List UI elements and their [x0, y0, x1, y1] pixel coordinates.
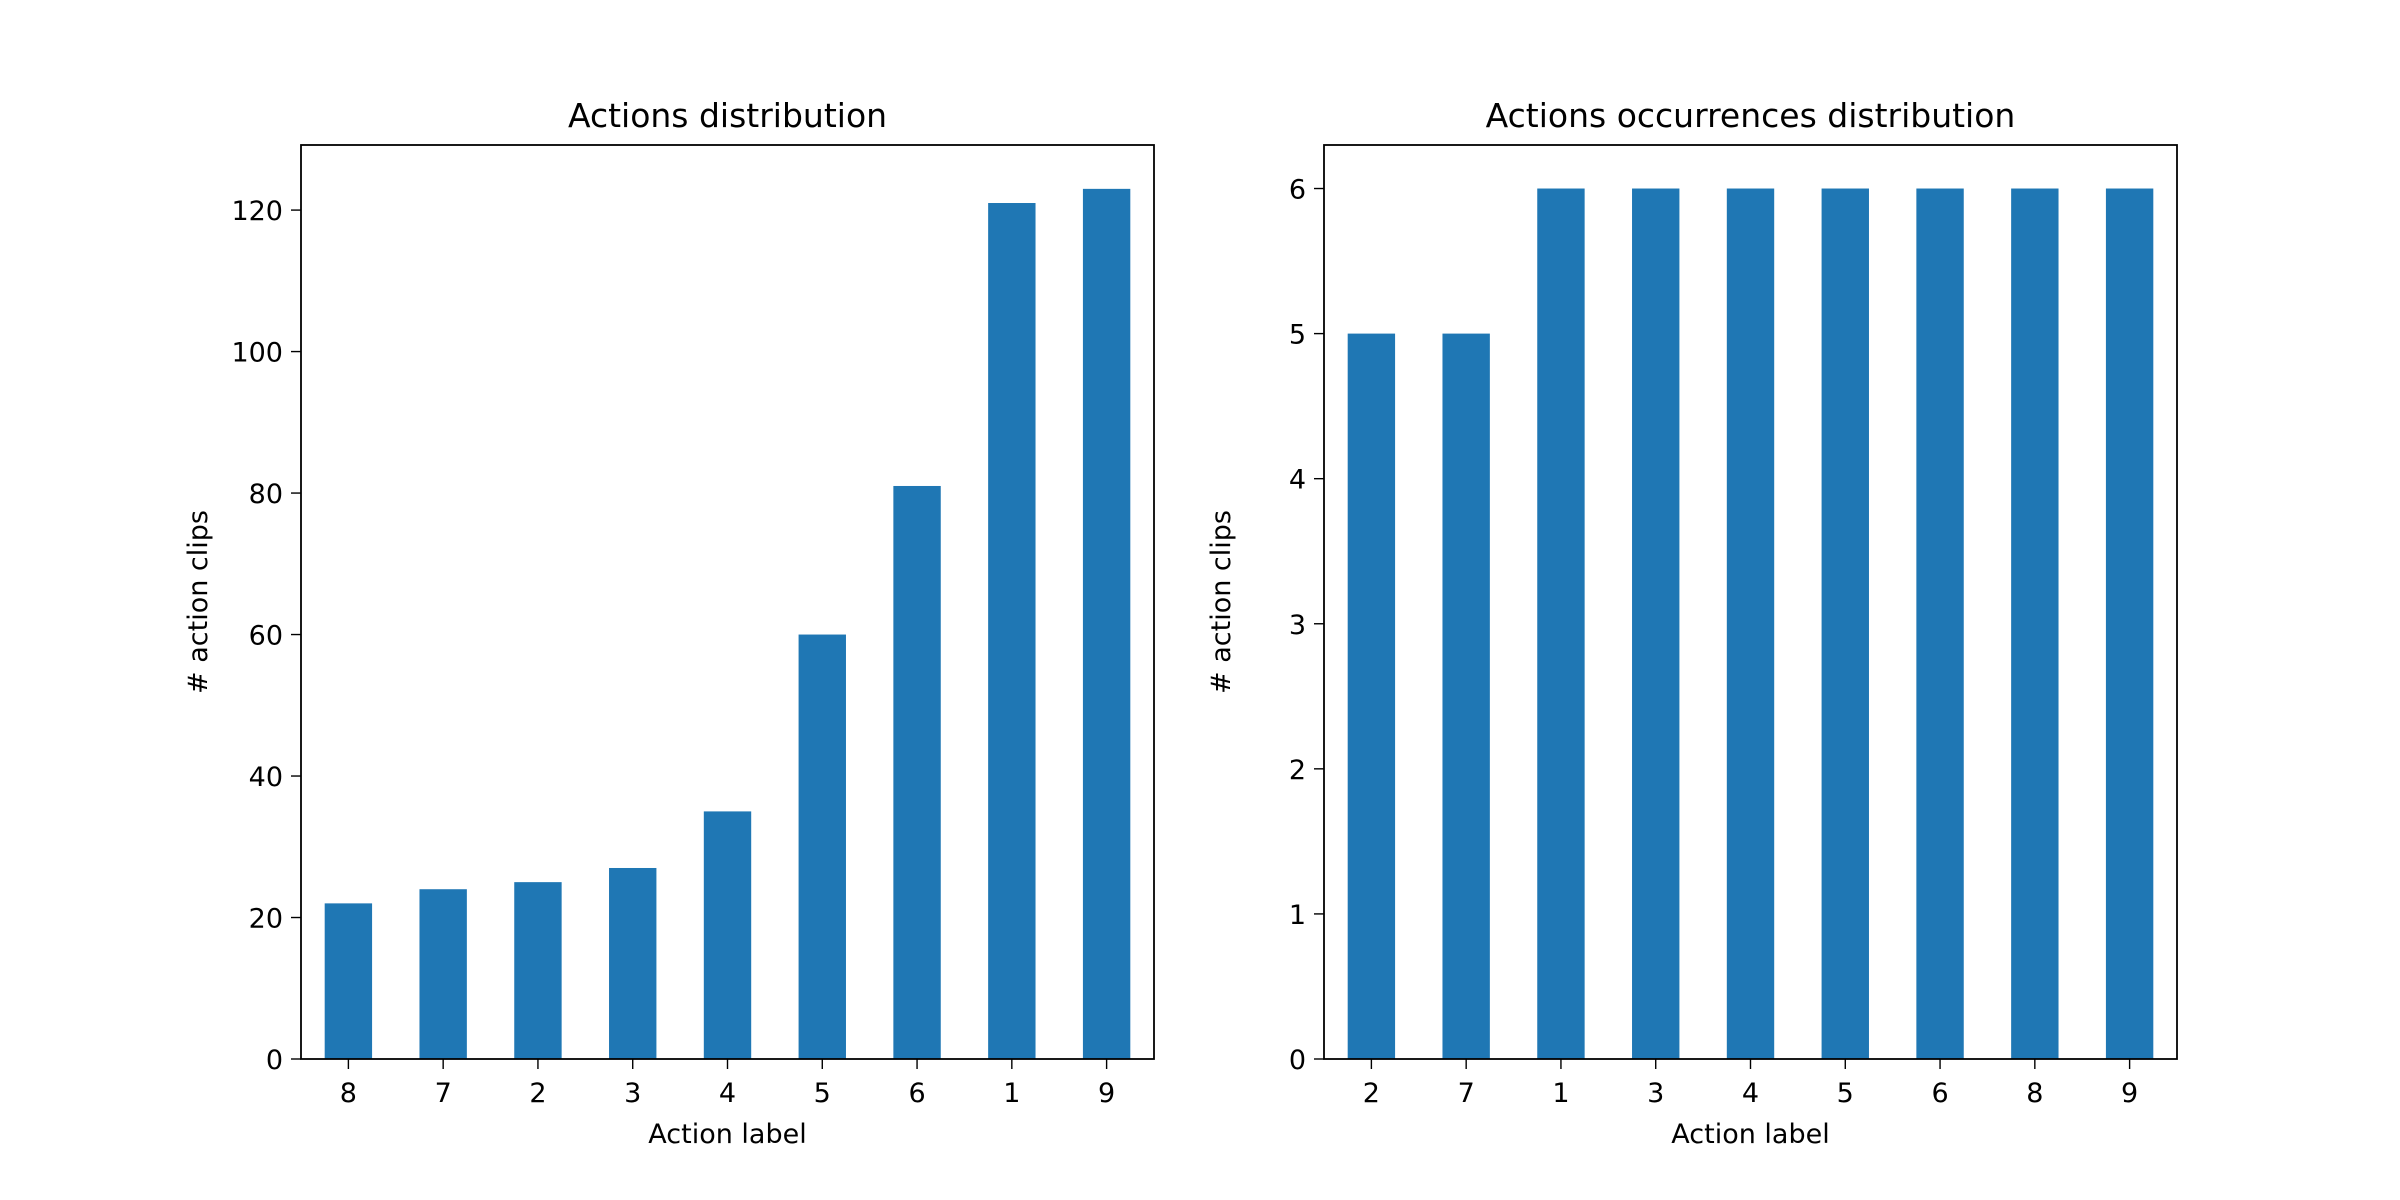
y-axis-label: # action clips — [1206, 510, 1237, 694]
y-tick-label: 4 — [1289, 465, 1306, 496]
chart-title: Actions occurrences distribution — [1486, 96, 2016, 135]
x-tick-label: 6 — [908, 1078, 925, 1109]
x-tick-label: 4 — [1742, 1078, 1759, 1109]
bar-9 — [1082, 188, 1131, 1060]
x-tick-label: 5 — [1837, 1078, 1854, 1109]
y-tick-label: 100 — [231, 338, 283, 369]
x-tick-label: 9 — [2121, 1078, 2138, 1109]
x-tick-label: 9 — [1098, 1078, 1115, 1109]
x-tick-label: 8 — [2026, 1078, 2043, 1109]
y-tick-label: 60 — [249, 621, 283, 652]
y-tick-label: 1 — [1289, 900, 1306, 931]
x-tick-label: 7 — [1458, 1078, 1475, 1109]
y-axis-label: # action clips — [183, 510, 214, 694]
x-tick-label: 5 — [814, 1078, 831, 1109]
y-tick-label: 0 — [1289, 1045, 1306, 1076]
x-tick-label: 2 — [1363, 1078, 1380, 1109]
y-tick-label: 2 — [1289, 755, 1306, 786]
bar-3 — [1632, 188, 1680, 1059]
bar-5 — [798, 634, 846, 1059]
chart-actions-distribution: 8 7 2 3 4 5 6 1 9 0 20 40 60 80 100 120 Actions distribu… — [183, 96, 1155, 1150]
bar-2 — [1347, 333, 1396, 1060]
bar-1 — [1537, 188, 1585, 1059]
y-tick-label: 3 — [1289, 610, 1306, 641]
bar-3 — [609, 867, 657, 1059]
chart-title: Actions distribution — [568, 96, 887, 135]
y-tick-label: 6 — [1289, 175, 1306, 206]
x-tick-label: 1 — [1552, 1078, 1569, 1109]
bar-4 — [703, 811, 752, 1059]
bar-6 — [893, 485, 941, 1060]
x-tick-label: 7 — [435, 1078, 452, 1109]
x-axis-label: Action label — [1671, 1119, 1829, 1150]
y-tick-label: 120 — [231, 196, 283, 227]
bar-1 — [988, 203, 1036, 1059]
y-tick-label: 40 — [249, 762, 283, 793]
x-axis-label: Action label — [648, 1119, 806, 1150]
chart-actions-occurrences-distribution: 2 7 1 3 4 5 6 8 9 0 1 2 3 4 5 6 Actions occurrences dist… — [1206, 96, 2178, 1150]
bar-8 — [324, 903, 373, 1059]
bar-4 — [1726, 188, 1775, 1059]
x-tick-label: 8 — [340, 1078, 357, 1109]
x-tick-label: 6 — [1931, 1078, 1948, 1109]
y-tick-label: 20 — [249, 904, 283, 935]
bar-2 — [514, 882, 562, 1059]
x-tick-label: 3 — [624, 1078, 641, 1109]
bar-5 — [1821, 188, 1869, 1059]
bar-9 — [2105, 188, 2154, 1059]
y-tick-label: 80 — [249, 479, 283, 510]
bar-8 — [2011, 188, 2059, 1059]
x-tick-label: 2 — [529, 1078, 546, 1109]
x-tick-label: 4 — [719, 1078, 736, 1109]
bar-7 — [419, 889, 467, 1059]
y-tick-label: 5 — [1289, 320, 1306, 351]
bar-6 — [1916, 188, 1964, 1059]
x-tick-label: 1 — [1003, 1078, 1020, 1109]
bar-7 — [1442, 333, 1490, 1060]
y-tick-label: 0 — [266, 1045, 283, 1076]
x-tick-label: 3 — [1647, 1078, 1664, 1109]
